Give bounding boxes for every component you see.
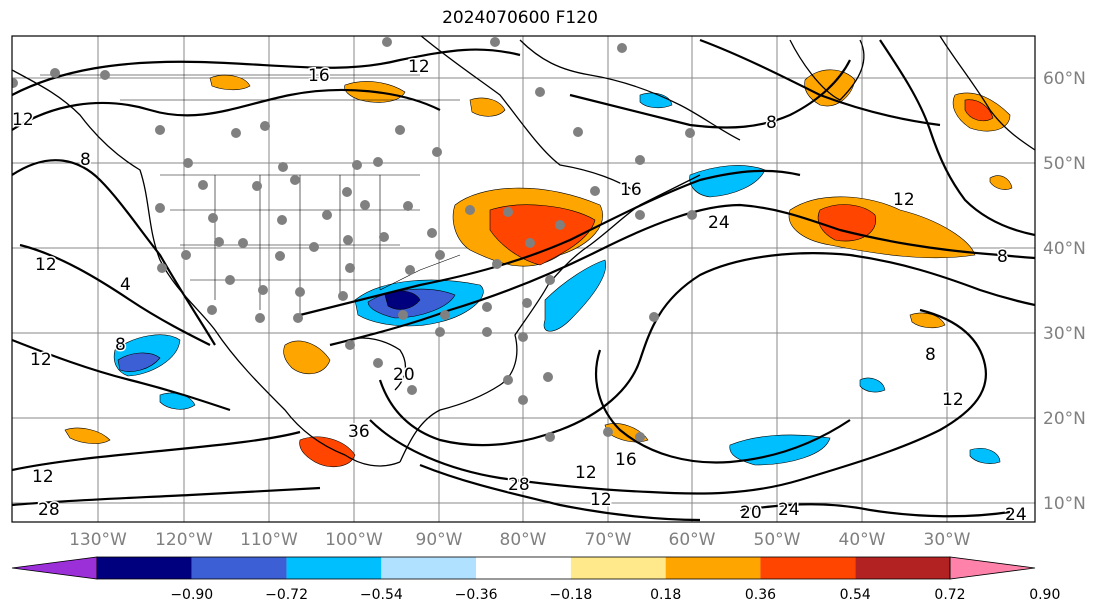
contour-label: 24 [1005, 505, 1027, 525]
contour-label: 12 [30, 350, 52, 370]
contour-label: 8 [115, 335, 126, 355]
colorbar-extend-max [949, 556, 1036, 580]
contour-label: 28 [508, 475, 530, 495]
lat-label: 60°N [1043, 69, 1086, 89]
lat-label: 50°N [1043, 154, 1086, 174]
lon-label: 60°W [669, 530, 716, 550]
contour-label: 12 [35, 255, 57, 275]
latitude-labels: 60°N 50°N 40°N 30°N 20°N 10°N [1043, 69, 1086, 514]
lat-label: 20°N [1043, 409, 1086, 429]
colorbar-segments [11, 556, 1036, 580]
coastlines [12, 36, 1035, 467]
lon-label: 50°W [754, 530, 801, 550]
longitude-labels: 130°W 120°W 110°W 100°W 90°W 80°W 70°W 6… [69, 530, 971, 550]
contour-label: 24 [708, 213, 730, 233]
colorbar-tick: −0.72 [265, 587, 308, 603]
contour-label: 8 [80, 150, 91, 170]
lon-label: 120°W [155, 530, 213, 550]
colorbar-tick: 0.54 [840, 587, 871, 603]
contour-label: 20 [393, 365, 415, 385]
contour-lines [12, 38, 1035, 522]
colorbar-tick: 0.90 [1029, 587, 1060, 603]
contour-label: 12 [942, 390, 964, 410]
colorbar-tick: −0.18 [549, 587, 592, 603]
lon-label: 30°W [924, 530, 971, 550]
lon-label: 80°W [500, 530, 547, 550]
lon-label: 70°W [585, 530, 632, 550]
contour-label: 20 [740, 503, 762, 523]
contour-label: 4 [120, 275, 131, 295]
colorbar-tick: 0.72 [934, 587, 965, 603]
contour-label: 12 [32, 467, 54, 487]
lat-label: 30°N [1043, 324, 1086, 344]
contour-label: 12 [893, 190, 915, 210]
colorbar-segment [570, 557, 666, 579]
weather-map: 16 12 12 8 12 4 8 12 12 28 8 16 24 12 8 … [11, 35, 1086, 550]
lon-label: 90°W [416, 530, 463, 550]
negative-anomaly-fields [113, 92, 1001, 466]
colorbar-segment [286, 557, 382, 579]
contour-label: 28 [38, 500, 60, 520]
lon-label: 130°W [69, 530, 127, 550]
contour-label: 36 [348, 422, 370, 442]
contour-label-group: 16 12 12 8 12 4 8 12 12 28 8 16 24 12 8 … [12, 56, 1028, 525]
colorbar-segment [760, 557, 856, 579]
lon-label: 40°W [839, 530, 886, 550]
colorbar-segment [855, 557, 950, 579]
colorbar-segment [665, 557, 761, 579]
contour-label: 8 [925, 345, 936, 365]
contour-label: 16 [620, 180, 642, 200]
contour-label: 16 [308, 66, 330, 86]
contour-label: 24 [778, 500, 800, 520]
contour-label: 16 [615, 450, 637, 470]
colorbar-frame [96, 556, 951, 580]
map-title: 2024070600 F120 [442, 8, 598, 28]
colorbar-segment [476, 557, 571, 579]
lat-label: 10°N [1043, 494, 1086, 514]
colorbar-tick: −0.36 [455, 587, 498, 603]
colorbar-segment [191, 557, 287, 579]
colorbar-tick: −0.90 [170, 587, 213, 603]
lon-label: 100°W [325, 530, 383, 550]
map-frame [11, 35, 1036, 523]
colorbar-tick: 0.18 [650, 587, 681, 603]
contour-label: 12 [575, 463, 597, 483]
contour-label: 8 [997, 247, 1008, 267]
colorbar-segment [381, 557, 477, 579]
colorbar-tick: −0.54 [360, 587, 403, 603]
lat-label: 40°N [1043, 239, 1086, 259]
contour-label: 12 [12, 110, 34, 130]
contour-label: 8 [766, 113, 777, 133]
colorbar-tick: 0.36 [745, 587, 776, 603]
station-dots [12, 37, 697, 442]
colorbar-extend-min [11, 556, 98, 580]
colorbar-ticks: −0.90 −0.72 −0.54 −0.36 −0.18 0.18 0.36 … [170, 587, 1060, 603]
contour-label: 12 [408, 57, 430, 77]
contour-label: 12 [590, 490, 612, 510]
lon-label: 110°W [240, 530, 298, 550]
colorbar-segment [97, 557, 192, 579]
